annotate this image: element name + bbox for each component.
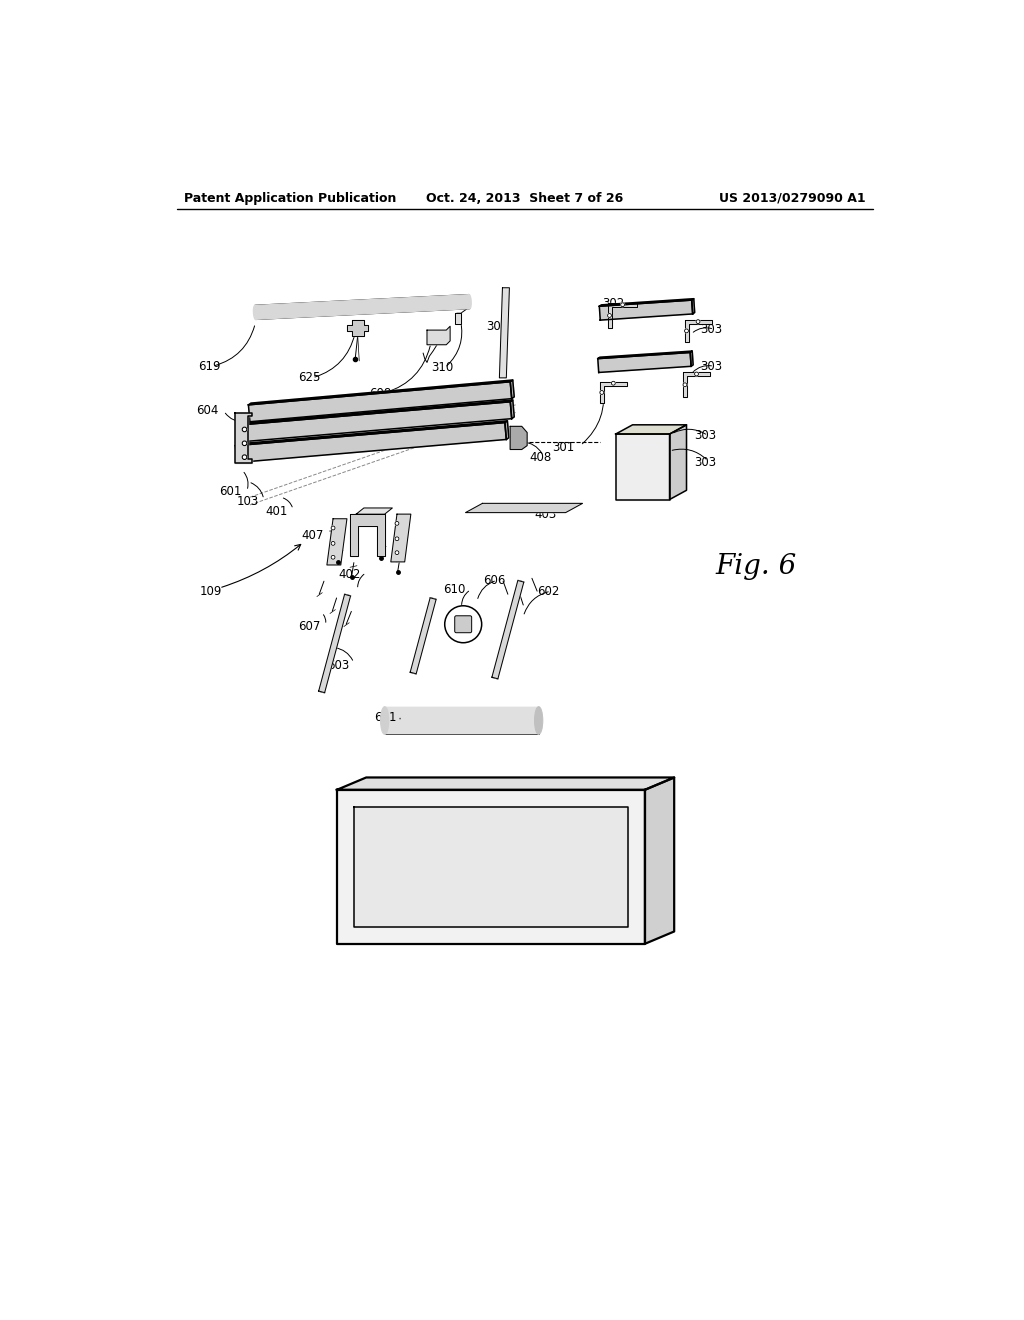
Text: 601: 601 (219, 484, 242, 498)
Text: 610: 610 (443, 583, 466, 597)
Text: 611: 611 (374, 711, 396, 723)
Polygon shape (683, 372, 711, 397)
Polygon shape (455, 313, 461, 323)
Text: 303: 303 (700, 360, 723, 372)
Polygon shape (337, 789, 645, 944)
Polygon shape (241, 401, 512, 442)
Polygon shape (510, 400, 514, 418)
Text: 403: 403 (535, 508, 557, 520)
Polygon shape (598, 351, 692, 359)
Polygon shape (411, 598, 436, 673)
Polygon shape (427, 326, 451, 345)
Polygon shape (356, 508, 392, 515)
Polygon shape (615, 434, 670, 499)
Text: 619: 619 (199, 360, 221, 372)
Polygon shape (236, 421, 508, 446)
Circle shape (243, 428, 247, 432)
Polygon shape (670, 425, 686, 499)
Text: 303: 303 (700, 323, 723, 335)
Text: US 2013/0279090 A1: US 2013/0279090 A1 (719, 191, 865, 205)
Text: 103: 103 (237, 495, 259, 508)
Text: 402: 402 (339, 568, 360, 581)
Ellipse shape (535, 706, 543, 734)
Text: 109: 109 (200, 585, 222, 598)
Polygon shape (505, 421, 509, 440)
Circle shape (607, 314, 611, 317)
Polygon shape (318, 594, 350, 693)
Circle shape (395, 550, 399, 554)
Text: 302: 302 (602, 297, 624, 310)
Text: 604: 604 (196, 404, 218, 417)
Text: 101: 101 (354, 861, 376, 874)
Polygon shape (391, 515, 411, 562)
Text: Fig. 6: Fig. 6 (716, 553, 797, 579)
Circle shape (621, 302, 625, 306)
Circle shape (395, 537, 399, 541)
Text: 303: 303 (694, 455, 717, 469)
Circle shape (444, 606, 481, 643)
Polygon shape (645, 777, 674, 944)
Polygon shape (598, 352, 691, 372)
Text: Oct. 24, 2013  Sheet 7 of 26: Oct. 24, 2013 Sheet 7 of 26 (426, 191, 624, 205)
Text: 625: 625 (298, 371, 321, 384)
Polygon shape (685, 321, 712, 342)
Circle shape (243, 441, 247, 446)
Ellipse shape (468, 294, 471, 309)
Circle shape (611, 381, 615, 385)
Text: 303: 303 (694, 429, 717, 442)
Circle shape (694, 372, 698, 376)
Polygon shape (347, 321, 369, 335)
Polygon shape (241, 400, 513, 425)
Polygon shape (599, 300, 692, 321)
Polygon shape (692, 298, 694, 314)
Ellipse shape (254, 305, 257, 319)
Text: 301: 301 (553, 441, 574, 454)
Text: 401: 401 (484, 389, 507, 403)
Polygon shape (249, 381, 512, 422)
Polygon shape (510, 380, 514, 399)
Circle shape (331, 556, 335, 560)
Ellipse shape (381, 706, 389, 734)
Circle shape (395, 521, 399, 525)
Polygon shape (492, 581, 524, 678)
Text: 603: 603 (327, 659, 349, 672)
Circle shape (331, 541, 335, 545)
FancyBboxPatch shape (455, 615, 472, 632)
Polygon shape (615, 425, 686, 434)
Polygon shape (255, 294, 470, 319)
Text: 607: 607 (298, 620, 321, 634)
Polygon shape (354, 807, 628, 927)
FancyBboxPatch shape (385, 706, 539, 734)
Circle shape (696, 319, 700, 323)
Polygon shape (236, 422, 506, 462)
Text: 401: 401 (265, 504, 288, 517)
Text: 304: 304 (486, 319, 509, 333)
Text: 408: 408 (529, 450, 552, 463)
Polygon shape (500, 288, 509, 378)
Polygon shape (599, 298, 693, 306)
Polygon shape (690, 351, 693, 367)
Circle shape (683, 383, 687, 387)
Circle shape (331, 527, 335, 529)
Polygon shape (327, 519, 347, 565)
Text: 310: 310 (431, 362, 453, 375)
Polygon shape (466, 503, 583, 512)
Text: 606: 606 (483, 574, 506, 587)
Text: 602: 602 (538, 585, 559, 598)
Polygon shape (234, 412, 252, 462)
Polygon shape (337, 777, 674, 789)
Polygon shape (350, 515, 385, 557)
Circle shape (685, 329, 688, 333)
Polygon shape (249, 380, 513, 405)
Polygon shape (510, 426, 527, 449)
Circle shape (243, 455, 247, 459)
Polygon shape (600, 381, 628, 404)
Circle shape (600, 391, 604, 395)
Text: Patent Application Publication: Patent Application Publication (184, 191, 397, 205)
Polygon shape (608, 304, 637, 327)
Text: 407: 407 (301, 529, 324, 543)
Text: 608: 608 (370, 387, 391, 400)
